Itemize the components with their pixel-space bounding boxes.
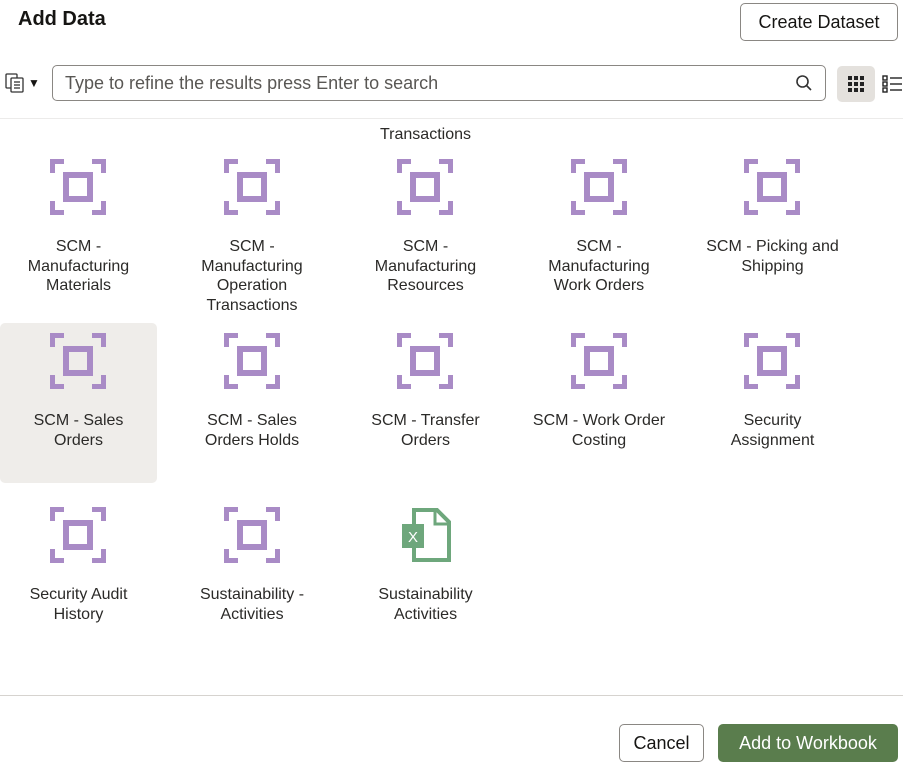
dialog-title: Add Data <box>18 8 106 30</box>
dataset-label: SCM - Sales Orders <box>33 412 124 449</box>
subject-area-icon <box>50 159 106 215</box>
dataset-item[interactable]: Security Audit History <box>0 497 157 657</box>
excel-file-icon: X <box>397 507 453 563</box>
dataset-grid[interactable]: Transactions SCM - Manufacturing Material… <box>0 118 903 695</box>
dataset-item[interactable]: SCM - Transfer Orders <box>347 323 504 483</box>
dataset-item[interactable]: Sustainability - Activities <box>174 497 331 657</box>
dataset-label: SCM - Manufacturing Resources <box>374 238 477 294</box>
svg-text:X: X <box>408 529 418 546</box>
dataset-item[interactable]: SCM - Manufacturing Resources <box>347 149 504 309</box>
grid-view-button[interactable] <box>837 66 875 102</box>
subject-area-icon <box>744 333 800 389</box>
dataset-item[interactable]: Transactions <box>347 119 504 143</box>
list-view-button[interactable] <box>880 66 903 102</box>
dataset-label: Sustainability - Activities <box>199 586 305 623</box>
subject-area-icon <box>570 333 627 389</box>
create-dataset-button[interactable]: Create Dataset <box>740 3 898 41</box>
dataset-label: SCM - Work Order Costing <box>532 412 666 449</box>
dataset-label: SCM - Manufacturing Materials <box>27 238 130 294</box>
dataset-item[interactable]: SCM - Sales Orders <box>0 323 157 483</box>
cancel-button[interactable]: Cancel <box>619 724 704 762</box>
list-icon <box>881 75 902 93</box>
subject-area-icon <box>744 159 800 215</box>
source-filter-dropdown[interactable]: ▼ <box>4 72 44 94</box>
dataset-label: SCM - Sales Orders Holds <box>204 412 300 449</box>
subject-area-icon <box>223 507 280 563</box>
add-to-workbook-button[interactable]: Add to Workbook <box>718 724 898 762</box>
data-source-icon <box>5 73 24 93</box>
dataset-label: SCM - Manufacturing Operation Transactio… <box>201 238 303 314</box>
subject-area-icon <box>570 159 627 215</box>
dataset-label: Transactions <box>380 126 471 143</box>
dialog-footer <box>0 695 903 763</box>
subject-area-icon <box>223 159 280 215</box>
dataset-item[interactable]: SCM - Sales Orders Holds <box>174 323 331 483</box>
search-field[interactable] <box>52 65 826 101</box>
dataset-item[interactable]: SCM - Manufacturing Materials <box>0 149 157 309</box>
dataset-item[interactable]: SCM - Manufacturing Work Orders <box>521 149 678 309</box>
dataset-item[interactable]: X Sustainability Activities <box>347 497 504 657</box>
dataset-item[interactable]: SCM - Picking and Shipping <box>694 149 851 309</box>
search-icon[interactable] <box>795 74 813 92</box>
dataset-label: SCM - Picking and Shipping <box>706 238 839 275</box>
dataset-label: Security Assignment <box>730 412 815 449</box>
dataset-label: Security Audit History <box>29 586 128 623</box>
dataset-item[interactable]: SCM - Manufacturing Operation Transactio… <box>174 149 331 314</box>
search-input[interactable] <box>65 72 795 94</box>
chevron-down-icon: ▼ <box>28 76 40 90</box>
subject-area-icon <box>50 507 106 563</box>
subject-area-icon <box>397 159 453 215</box>
grid-icon <box>848 76 864 92</box>
subject-area-icon <box>223 333 280 389</box>
dataset-label: SCM - Transfer Orders <box>371 412 480 449</box>
dataset-item[interactable]: SCM - Work Order Costing <box>521 323 678 483</box>
dataset-item[interactable]: Security Assignment <box>694 323 851 483</box>
dataset-label: Sustainability Activities <box>378 586 473 623</box>
dataset-label: SCM - Manufacturing Work Orders <box>548 238 650 294</box>
subject-area-icon <box>397 333 453 389</box>
subject-area-icon <box>50 333 106 389</box>
